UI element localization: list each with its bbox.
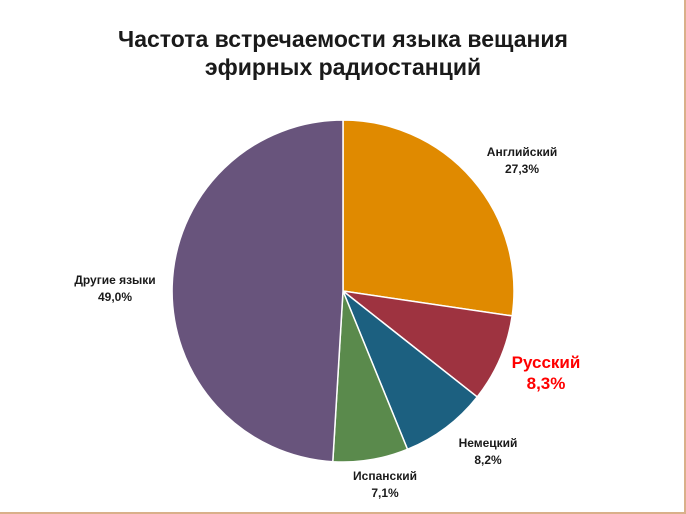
slice-label-value: 8,2% — [474, 453, 502, 467]
pie-labels: Английский 27,3% Русский 8,3% Немецкий 8,2% Ис… — [74, 145, 580, 500]
slice-label-name: Русский — [512, 353, 581, 372]
pie-slice-2 — [342, 290, 513, 398]
slice-label-1: Английский 27,3% — [487, 145, 557, 176]
slice-label-2: Русский 8,3% — [512, 353, 581, 393]
slice-label-3: Немецкий 8,2% — [459, 436, 518, 467]
chart-title: Частота встречаемости языка вещания эфир… — [0, 25, 686, 81]
slice-label-name: Немецкий — [459, 436, 518, 450]
pie-slice-1 — [342, 119, 515, 317]
pie-slice-5 — [171, 119, 344, 463]
slice-label-value: 49,0% — [98, 290, 132, 304]
slice-label-name: Другие языки — [74, 273, 155, 287]
slide-border-bottom — [0, 512, 686, 514]
slice-label-value: 7,1% — [371, 486, 399, 500]
chart-title-line-2: эфирных радиостанций — [204, 54, 482, 80]
slide-border-right — [684, 0, 686, 514]
slice-label-5: Другие языки 49,0% — [74, 273, 155, 304]
slice-label-name: Английский — [487, 145, 557, 159]
chart-title-line-1: Частота встречаемости языка вещания — [118, 26, 568, 52]
pie-slices — [171, 119, 515, 463]
slice-label-4: Испанский 7,1% — [353, 469, 417, 500]
slice-label-value: 8,3% — [527, 374, 566, 393]
slice-label-name: Испанский — [353, 469, 417, 483]
pie-slice-3 — [342, 290, 478, 451]
slice-label-value: 27,3% — [505, 162, 539, 176]
